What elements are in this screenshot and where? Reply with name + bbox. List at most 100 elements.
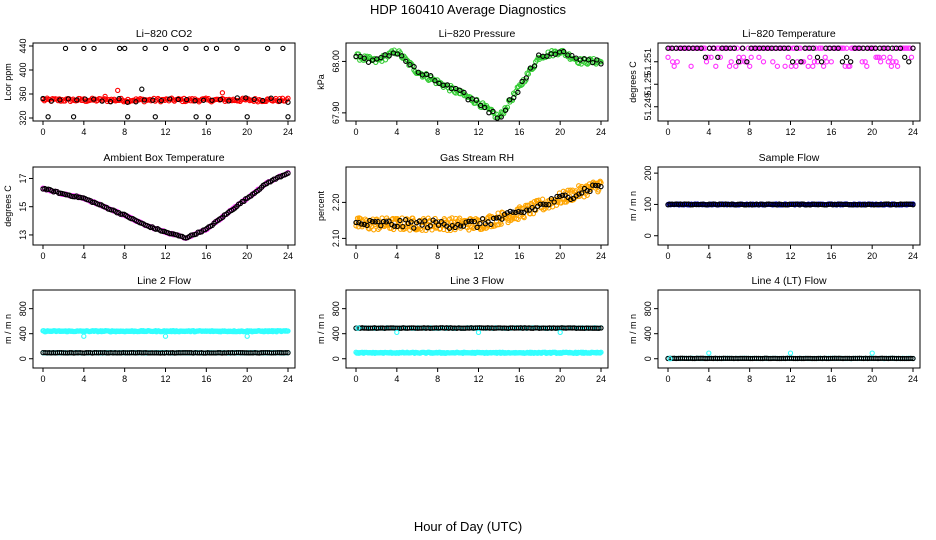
data-point [552,51,558,57]
y-tick-label: 800 [331,301,341,316]
data-point [828,59,834,65]
data-point [357,53,363,60]
x-tick-label: 0 [353,127,358,137]
x-tick-label: 20 [555,374,565,384]
data-point [908,201,914,207]
data-point [902,54,908,60]
data-point [810,63,816,69]
data-point [568,196,574,203]
data-point [862,59,868,65]
data-point [728,59,734,65]
panel-8: Line 3 Flow m / m n 0 4 8 12 16 20 24 0 400 800 [316,275,609,384]
data-point [125,114,131,120]
data-point [74,97,80,103]
data-point [115,87,121,94]
data-point [82,96,88,102]
data-point [394,223,400,230]
x-tick-label: 16 [514,374,524,384]
data-point [391,223,398,229]
data-point [427,223,433,229]
x-tick-label: 12 [160,127,170,137]
data-point [474,224,480,231]
x-tick-label: 0 [40,374,45,384]
data-point [844,45,850,51]
data-point [81,333,87,339]
x-tick-label: 4 [706,374,711,384]
data-point [910,355,916,362]
data-point [358,221,365,227]
data-point [226,98,232,104]
x-tick-label: 24 [283,251,293,261]
data-point [877,59,884,65]
data-point [747,63,753,69]
data-point [183,45,189,52]
data-point [665,54,671,60]
data-point [457,215,463,221]
data-point [569,52,575,59]
series-points [353,325,604,356]
x-tick-label: 8 [122,127,127,137]
data-point [260,97,266,104]
data-point [793,63,799,69]
x-tick-label: 24 [283,127,293,137]
x-tick-label: 12 [160,251,170,261]
y-tick-label: 67.90 [331,102,341,125]
data-point [735,59,742,65]
data-point [518,209,524,215]
data-point [785,54,791,60]
data-point [99,98,105,104]
x-tick-label: 24 [908,127,918,137]
data-point [386,218,392,224]
data-point [378,54,384,61]
x-tick-label: 24 [596,374,606,384]
panel-title: Gas Stream RH [440,152,514,164]
series-points [353,178,604,234]
y-tick-label: 360 [18,86,28,101]
data-point [726,63,733,69]
data-point [703,59,710,65]
data-point [504,210,511,216]
y-axis-label: m / m n [628,314,638,344]
data-point [402,217,409,223]
data-point [62,45,69,52]
x-tick-label: 20 [242,127,252,137]
data-point [539,196,546,202]
data-point [276,98,283,104]
data-point [251,96,257,103]
data-point [789,59,796,65]
data-point [244,114,250,120]
data-point [509,97,516,104]
x-tick-label: 8 [747,127,752,137]
data-point [515,208,522,215]
data-point [91,45,97,52]
data-point [788,63,794,69]
data-point [907,45,913,51]
x-tick-label: 20 [867,374,877,384]
panel-title: Ambient Box Temperature [103,152,224,164]
data-point [713,63,719,69]
data-point [540,201,546,207]
y-tick-label: 51.251 [643,48,653,76]
x-tick-label: 0 [665,127,670,137]
y-tick-label: 400 [643,326,653,341]
data-point [192,98,198,104]
panel-4: Ambient Box Temperature degrees C 0 4 8 12 16 2… [3,152,296,261]
panel-title: Li−820 Pressure [439,28,516,40]
data-point [835,45,841,51]
data-point [585,57,592,63]
y-tick-label: 200 [643,166,653,181]
y-axis-label: kPa [316,74,326,90]
data-point [477,220,483,227]
data-point [81,45,87,52]
data-point [280,45,286,52]
panel-2: Li−820 Pressure kPa 0 4 8 12 16 20 24 67.90 68.00 [316,28,609,137]
data-point [748,54,754,60]
data-point [285,114,291,120]
x-tick-label: 8 [435,127,440,137]
data-point [490,108,496,115]
x-tick-label: 24 [908,251,918,261]
x-tick-label: 24 [596,127,606,137]
data-point [282,98,288,104]
data-point [369,218,376,225]
data-point [433,219,439,225]
